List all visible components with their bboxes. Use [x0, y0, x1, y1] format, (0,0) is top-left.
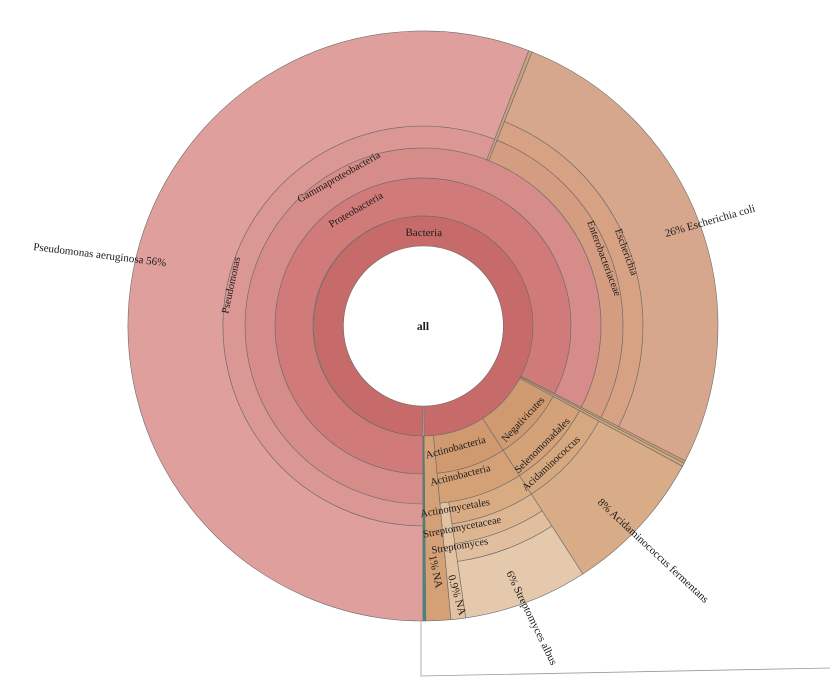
- wedge-pseudomonas-aeruginosa[interactable]: [127, 30, 529, 622]
- wedge-teal-sliver[interactable]: [422, 435, 427, 622]
- label-leader-line: [420, 621, 831, 677]
- center-label-all[interactable]: all: [417, 321, 429, 333]
- wedge-escherichia-coli[interactable]: [504, 51, 719, 462]
- ring-label-bacteria-0: Bacteria: [405, 227, 442, 239]
